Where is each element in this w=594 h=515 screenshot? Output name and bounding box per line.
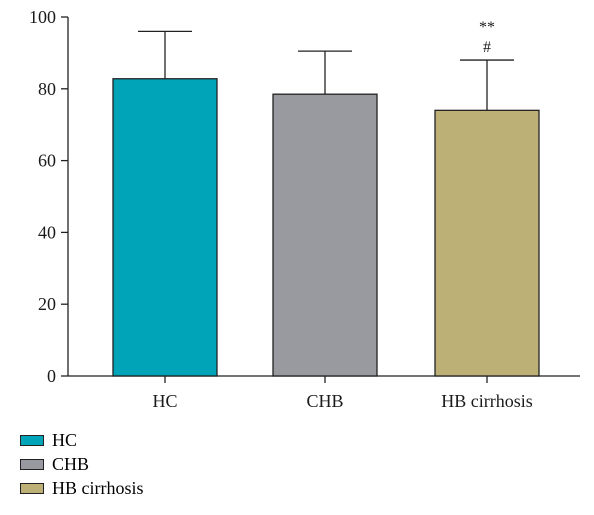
bars xyxy=(112,78,540,377)
annotation-1: ** xyxy=(479,19,495,36)
annotations: ** # xyxy=(479,19,495,56)
bar-hb-cirrhosis xyxy=(434,109,540,377)
legend-item-hc: HC xyxy=(20,428,144,452)
legend-swatch-chb xyxy=(20,458,44,470)
legend: HC CHB HB cirrhosis xyxy=(20,428,144,500)
legend-swatch-hc xyxy=(20,434,44,446)
legend-swatch-hb-cirrhosis xyxy=(20,482,44,494)
ticks: 0 20 40 60 80 100 HC CHB HB cirrhosis xyxy=(29,7,533,411)
legend-label-chb: CHB xyxy=(52,454,90,474)
y-tick-label-0: 0 xyxy=(47,366,56,386)
x-tick-label-hc: HC xyxy=(152,391,177,411)
y-tick-label-60: 60 xyxy=(38,151,56,171)
x-tick-label-chb: CHB xyxy=(306,391,343,411)
bar-chart: 0 20 40 60 80 100 HC CHB HB cirrhosis ** # xyxy=(29,7,580,411)
bar-chb xyxy=(272,93,378,377)
legend-label-hb-cirrhosis: HB cirrhosis xyxy=(52,478,144,498)
x-tick-label-hb-cirrhosis: HB cirrhosis xyxy=(441,391,533,411)
bar-hc xyxy=(112,78,218,377)
error-bars xyxy=(138,30,514,111)
legend-item-hb-cirrhosis: HB cirrhosis xyxy=(20,476,144,500)
y-tick-label-80: 80 xyxy=(38,79,56,99)
y-tick-label-100: 100 xyxy=(29,7,56,27)
y-tick-label-20: 20 xyxy=(38,294,56,314)
legend-item-chb: CHB xyxy=(20,452,144,476)
y-tick-label-40: 40 xyxy=(38,222,56,242)
legend-label-hc: HC xyxy=(52,430,78,450)
annotation-2: # xyxy=(483,39,491,56)
